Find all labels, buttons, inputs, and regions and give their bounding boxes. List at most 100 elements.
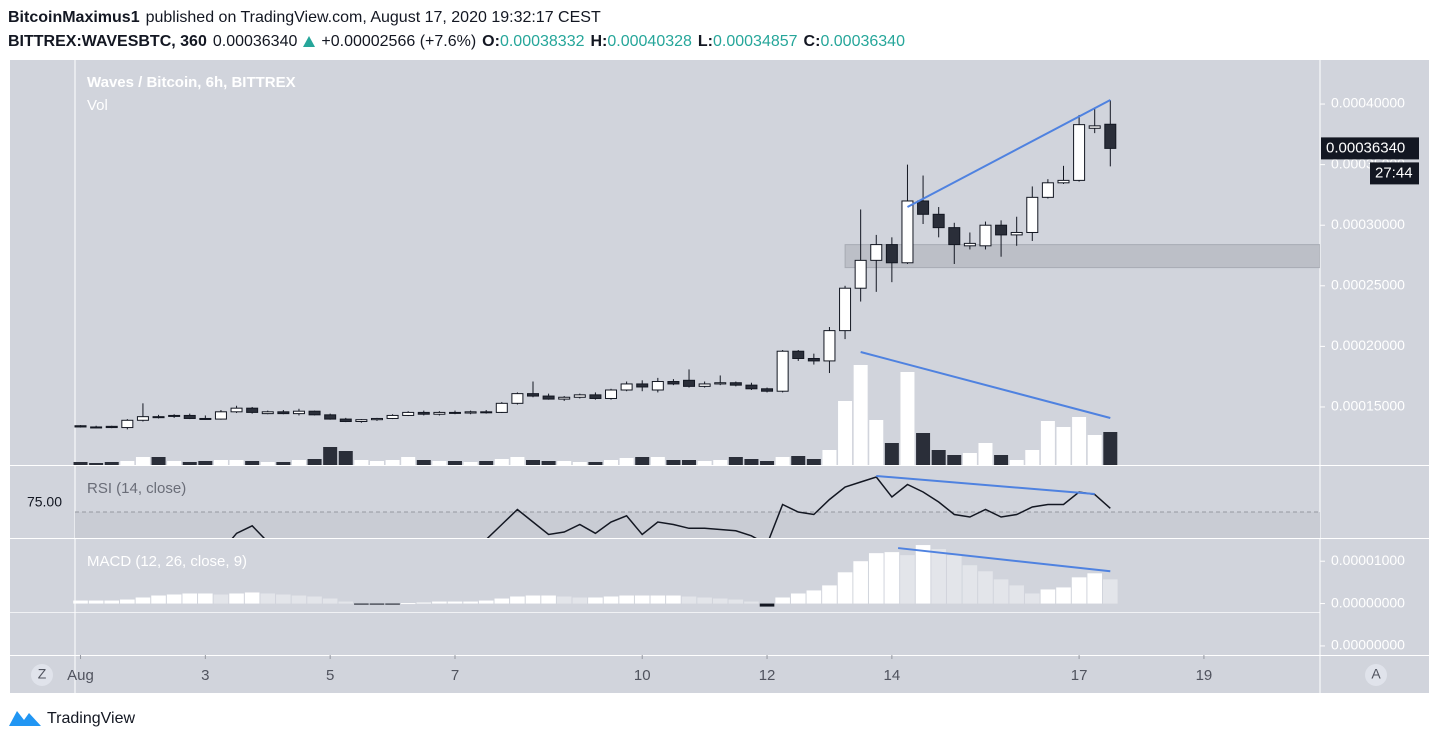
candle-body — [277, 411, 290, 415]
support-zone — [844, 244, 1320, 269]
candle-body — [168, 414, 181, 417]
zoom-button-label[interactable]: Z — [38, 666, 47, 682]
candle-body — [1088, 125, 1101, 129]
candle-body — [324, 414, 337, 420]
candle-body — [480, 411, 493, 414]
brand-logo — [9, 711, 41, 726]
macd-bar — [697, 597, 712, 604]
macd-bar — [432, 601, 447, 604]
volume-bar — [869, 420, 884, 465]
macd-bar — [151, 595, 166, 604]
volume-bar — [557, 461, 572, 465]
macd-bar — [728, 599, 744, 604]
candle-body — [121, 419, 134, 429]
volume-bar — [916, 433, 931, 465]
candle-body — [386, 414, 399, 419]
macd-bar — [650, 595, 666, 604]
last-price-box — [1321, 137, 1419, 160]
candle-body — [792, 350, 805, 359]
candle-body — [932, 213, 945, 229]
trend-line — [897, 547, 1111, 573]
candle-body — [433, 411, 446, 415]
volume-bar — [447, 461, 462, 465]
candle-body — [729, 382, 742, 386]
candle-body — [620, 383, 633, 391]
chart-background — [10, 60, 1429, 693]
volume-title: Vol — [87, 97, 108, 114]
last-price-label: 0.00036340 — [1326, 139, 1405, 156]
macd-bar — [291, 595, 307, 604]
countdown-label: 27:44 — [1375, 164, 1413, 181]
volume-bar — [338, 451, 353, 465]
volume-bar — [588, 462, 603, 465]
candle-body — [261, 411, 274, 415]
volume-bar — [1056, 427, 1071, 465]
volume-bar — [760, 461, 775, 465]
macd-bar — [494, 598, 510, 604]
macd-bar — [775, 597, 790, 604]
rsi-tick-label: 75.00 — [27, 494, 62, 510]
candle-body — [761, 388, 774, 392]
candle-body — [199, 417, 212, 420]
zoom-button[interactable] — [31, 664, 53, 686]
volume-bar — [276, 462, 291, 465]
candle-body — [1057, 179, 1070, 184]
macd-bar — [946, 555, 962, 604]
macd-bar — [166, 594, 182, 604]
macd-bar — [338, 601, 354, 604]
volume-bar — [510, 457, 525, 465]
macd-bar — [276, 594, 291, 604]
candle-body — [1026, 196, 1039, 233]
candle-body — [558, 396, 571, 400]
volume-bar — [416, 460, 431, 465]
ohlc-value: 0.00036340 — [820, 33, 905, 50]
countdown-box — [1370, 162, 1419, 185]
candle-body — [292, 410, 305, 415]
chart-title: Waves / Bitcoin, 6h, BITTREX — [87, 74, 296, 91]
volume-bar — [697, 461, 712, 465]
volume-bar — [572, 462, 587, 465]
x-tick-label: 14 — [884, 667, 901, 684]
volume-bar — [604, 460, 619, 465]
x-tick-label: 12 — [759, 667, 776, 684]
candle-body — [527, 393, 540, 397]
candle-body — [636, 383, 649, 388]
candle-body — [885, 244, 898, 264]
volume-bar — [728, 457, 743, 465]
candle-body — [605, 389, 618, 399]
header-line-2: BITTREX:WAVESBTC, 360 0.00036340 +0.000025… — [8, 30, 905, 54]
macd-bar — [213, 594, 229, 604]
volume-bar — [884, 443, 899, 465]
candle-body — [839, 287, 852, 332]
volume-bar — [151, 457, 166, 465]
macd-bar — [260, 593, 276, 604]
ohlc-key: L: — [697, 33, 714, 50]
macd-bar — [666, 595, 681, 604]
candle-body — [464, 411, 477, 414]
macd-bar — [588, 597, 603, 604]
macd-bar — [463, 601, 478, 604]
candle-body — [230, 407, 243, 413]
volume-bar — [650, 457, 665, 465]
macd-bar — [868, 553, 884, 604]
candle-body — [74, 425, 87, 428]
volume-bar — [1025, 450, 1040, 465]
macd-bar — [712, 598, 728, 604]
candle-body — [1041, 182, 1054, 198]
auto-scale-button[interactable] — [1365, 664, 1387, 686]
auto-scale-label[interactable]: A — [1371, 666, 1381, 682]
rsi-title: RSI (14, close) — [87, 480, 186, 497]
volume-bar — [167, 461, 182, 465]
candle-body — [152, 416, 165, 419]
volume-bar — [526, 460, 541, 465]
macd-bar — [541, 595, 556, 604]
candle-body — [807, 357, 820, 362]
volume-bar — [822, 450, 837, 465]
candle-body — [1010, 231, 1023, 236]
volume-bar — [323, 447, 338, 465]
volume-bar — [947, 455, 962, 465]
volume-bar — [135, 457, 150, 465]
volume-bar — [104, 462, 119, 465]
ohlc-value: 0.00040328 — [607, 33, 692, 50]
macd-bar — [120, 599, 135, 604]
